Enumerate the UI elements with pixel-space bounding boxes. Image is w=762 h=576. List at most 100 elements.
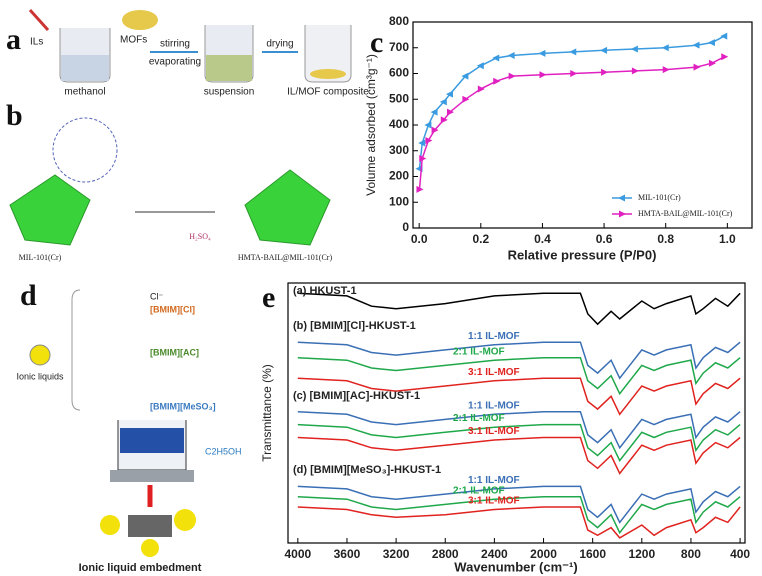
legend-marker (618, 194, 625, 202)
annotation: (b) [BMIM][Cl]-HKUST-1 (293, 320, 416, 332)
series-line (297, 292, 741, 326)
series-label: 1:1 IL-MOF (468, 400, 520, 411)
label: drying (266, 39, 293, 50)
series-label: 2:1 IL-MOF (453, 485, 505, 496)
x-tick-label: 1.0 (719, 232, 736, 246)
panel-letter: e (262, 281, 275, 314)
composite (310, 69, 346, 79)
series-line (297, 436, 741, 475)
label: C2H5OH (205, 446, 242, 456)
series-line (297, 506, 741, 539)
suspension (206, 55, 252, 81)
x-tick-label: 0.6 (596, 232, 613, 246)
label: [BMIM][MeSO₃] (150, 401, 216, 411)
series-label: 3:1 IL-MOF (468, 426, 520, 437)
y-tick-label: 600 (389, 66, 409, 80)
mof-structure (128, 515, 172, 537)
marker (720, 32, 728, 40)
y-tick-label: 100 (389, 194, 409, 208)
x-tick-label: 0.8 (657, 232, 674, 246)
marker (477, 85, 485, 93)
x-tick-label: 3600 (334, 547, 361, 561)
marker (424, 121, 432, 129)
series-line (297, 356, 741, 396)
x-tick-label: 0.2 (472, 232, 489, 246)
mof-bed (120, 428, 184, 453)
series-label: 2:1 IL-MOF (453, 413, 505, 424)
marker (507, 51, 515, 59)
marker (440, 116, 448, 124)
annotation: (c) [BMIM][AC]-HKUST-1 (293, 390, 420, 402)
marker (493, 77, 501, 85)
marker (425, 136, 433, 144)
marker (430, 108, 438, 116)
series-label: 2:1 IL-MOF (453, 346, 505, 357)
marker (692, 41, 700, 49)
marker (707, 39, 715, 47)
x-tick-label: 1200 (628, 547, 655, 561)
label: [BMIM][Cl] (150, 304, 195, 314)
label: suspension (204, 87, 255, 98)
marker (431, 126, 439, 134)
caption: Ionic liquid embedment (79, 562, 202, 574)
legend-label: HMTA-BAIL@MIL-101(Cr) (638, 209, 733, 218)
crystal (9, 174, 91, 246)
marker (419, 154, 427, 162)
annotation: (a) HKUST-1 (293, 285, 357, 297)
x-tick-label: 0.4 (534, 232, 551, 246)
y-tick-label: 300 (389, 143, 409, 157)
series-label: 1:1 IL-MOF (468, 475, 520, 486)
y-tick-label: 0 (402, 220, 409, 234)
plot-frame (412, 21, 753, 229)
legend-label: MIL-101(Cr) (638, 193, 681, 202)
series-line (418, 35, 725, 169)
label: ILs (30, 37, 43, 48)
x-tick-label: 1600 (579, 547, 606, 561)
marker (539, 71, 547, 79)
label: evaporating (149, 57, 201, 68)
marker (418, 139, 426, 147)
marker (445, 90, 453, 98)
label: [BMIM][AC] (150, 347, 199, 357)
zoom-circle (52, 117, 118, 183)
marker (508, 72, 516, 80)
ionic-liquid (100, 515, 120, 535)
x-tick-label: 0.0 (411, 232, 428, 246)
marker (721, 53, 729, 61)
marker (439, 98, 447, 106)
y-tick-label: 700 (389, 40, 409, 54)
marker (693, 63, 701, 71)
label: MOFs (120, 35, 147, 46)
liquid (61, 55, 109, 81)
marker (416, 185, 424, 193)
x-tick-label: 4000 (284, 547, 311, 561)
panel-letter: a (6, 23, 21, 56)
stirrer (110, 470, 194, 482)
series-line (297, 341, 741, 380)
y-tick-label: 200 (389, 169, 409, 183)
x-axis-title: Wavenumber (cm⁻¹) (454, 559, 577, 574)
x-tick-label: 3200 (383, 547, 410, 561)
plot-frame (287, 282, 746, 544)
annotation: (d) [BMIM][MeSO₃]-HKUST-1 (293, 464, 441, 476)
marker (476, 62, 484, 70)
series-label: 3:1 IL-MOF (468, 367, 520, 378)
label: IL/MOF composite (287, 87, 369, 98)
y-tick-label: 400 (389, 117, 409, 131)
marker (631, 67, 639, 75)
series-label: 1:1 IL-MOF (468, 331, 520, 342)
ionic-liquid (174, 509, 196, 531)
bracket (71, 289, 81, 411)
label: H₂SO₄ (189, 232, 211, 241)
x-tick-label: 2000 (530, 547, 557, 561)
label: MIL-101(Cr) (19, 253, 62, 262)
marker (661, 44, 669, 52)
marker (569, 48, 577, 56)
legend-marker (619, 210, 626, 218)
ionic-liquid (141, 539, 159, 557)
series-line (297, 495, 741, 535)
mof-powder (122, 10, 158, 30)
crystal (244, 169, 331, 246)
marker (461, 72, 469, 80)
label: Ionic liquids (16, 371, 64, 381)
